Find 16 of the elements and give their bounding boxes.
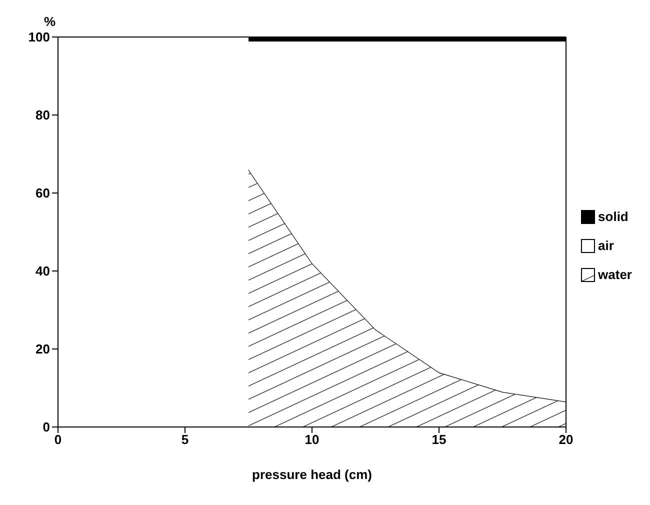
legend-label: solid <box>598 209 628 224</box>
y-tick-label: 0 <box>42 420 50 435</box>
x-axis-title: pressure head (cm) <box>252 467 372 482</box>
y-tick-label: 20 <box>36 342 50 357</box>
x-tick-label: 0 <box>54 432 62 448</box>
y-tick-label: 40 <box>36 264 50 279</box>
x-tick-label: 5 <box>181 432 189 448</box>
y-tick-label: 80 <box>36 108 50 123</box>
y-tick-label: 60 <box>36 186 50 201</box>
x-tick-label: 20 <box>558 432 574 448</box>
y-tick-label: 100 <box>28 30 50 45</box>
legend-label: air <box>598 238 614 253</box>
x-tick-label: 10 <box>304 432 320 448</box>
x-tick-label: 15 <box>432 432 446 448</box>
legend-label: water <box>598 267 632 282</box>
y-axis-title: % <box>44 14 56 29</box>
